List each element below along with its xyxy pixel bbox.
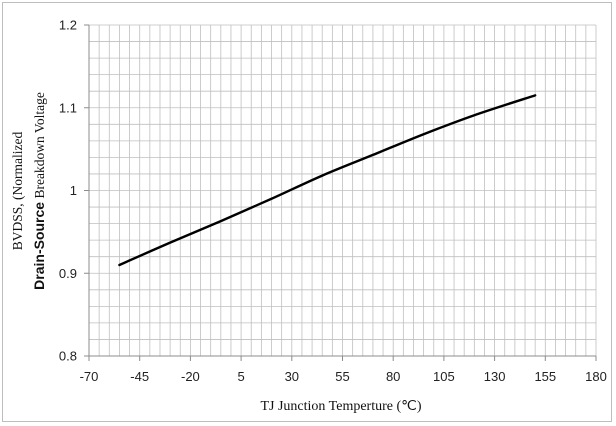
x-tick-label: 130 [484,369,506,384]
y-axis-label-line1: BVDSS, (Normalized [10,132,25,251]
x-tick-label: -70 [80,369,99,384]
x-tick-label: 180 [585,369,607,384]
y-tick-label: 1 [70,183,77,198]
x-tick-label: 5 [237,369,244,384]
y-tick-label: 1.2 [59,18,77,33]
grid [88,24,597,357]
y-axis-label-rest: Breakdown Voltage [32,92,47,202]
y-axis-label-line2: Drain-Source Breakdown Voltage [31,92,47,290]
y-axis-label-bold: Drain-Source [31,202,47,290]
x-tick-label: 105 [433,369,455,384]
x-tick-label: 30 [285,369,299,384]
series-line [118,94,537,267]
x-tick-label: 55 [335,369,349,384]
x-tick-label: 80 [386,369,400,384]
axes [84,24,597,361]
y-axis-label: BVDSS, (Normalized Drain-Source Breakdow… [10,92,47,290]
y-tick-label: 0.8 [59,349,77,364]
x-tick-label: -20 [181,369,200,384]
y-tick-label: 1.1 [59,100,77,115]
x-tick-label: 155 [534,369,556,384]
x-axis-label: TJ Junction Temperture (℃) [260,399,421,414]
series-layer [118,94,537,267]
chart-frame [2,2,612,422]
y-tick-label: 0.9 [59,266,77,281]
tick-labels: -70 -45 -20 5 30 55 80 105 130 155 180 0.8 0.9 1 1.1 1.… [59,18,607,385]
x-tick-label: -45 [130,369,149,384]
